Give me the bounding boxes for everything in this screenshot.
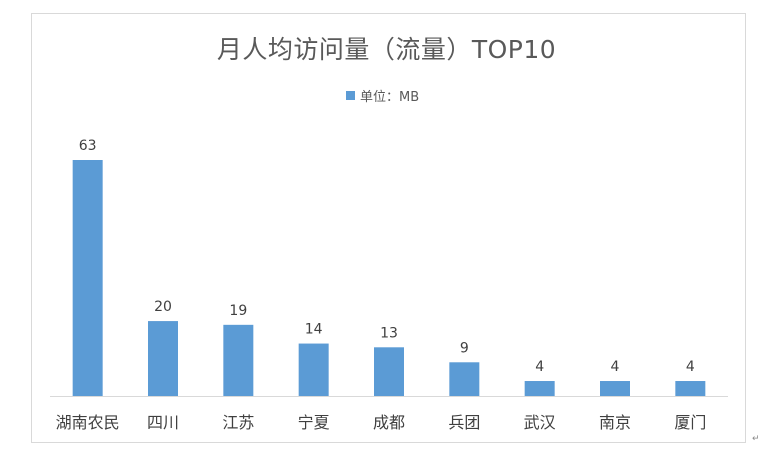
bar-7 <box>600 381 630 396</box>
legend-label: 单位：MB <box>360 90 420 105</box>
chart-title: 月人均访问量（流量）TOP10 <box>216 35 557 64</box>
data-label-1: 20 <box>154 299 172 315</box>
x-tick-label-4: 成都 <box>373 413 405 432</box>
bar-4 <box>374 347 404 396</box>
bar-8 <box>675 381 706 396</box>
x-tick-label-8: 厦门 <box>674 413 706 432</box>
bar-5 <box>449 362 480 396</box>
data-label-5: 9 <box>460 340 469 356</box>
legend-swatch <box>346 91 355 100</box>
data-label-6: 4 <box>535 359 544 375</box>
chart-legend: 单位：MB <box>346 86 419 105</box>
data-label-7: 4 <box>611 359 620 375</box>
data-label-8: 4 <box>686 359 695 375</box>
x-tick-label-6: 武汉 <box>524 413 556 432</box>
x-tick-label-3: 宁夏 <box>298 413 330 432</box>
x-tick-label-2: 江苏 <box>222 413 254 432</box>
bar-1 <box>148 321 178 396</box>
x-tick-label-0: 湖南农民 <box>56 413 120 432</box>
data-label-4: 13 <box>380 325 398 341</box>
bar-0 <box>72 160 103 396</box>
bar-6 <box>524 381 555 396</box>
x-tick-label-1: 四川 <box>147 413 179 432</box>
paragraph-mark: ↵ <box>752 434 760 444</box>
data-label-0: 63 <box>79 138 97 154</box>
bar-2 <box>223 324 254 396</box>
x-tick-label-7: 南京 <box>599 413 631 432</box>
data-label-3: 14 <box>305 322 323 338</box>
data-label-2: 19 <box>229 303 247 319</box>
x-tick-label-5: 兵团 <box>448 413 480 432</box>
bar-3 <box>298 343 329 396</box>
